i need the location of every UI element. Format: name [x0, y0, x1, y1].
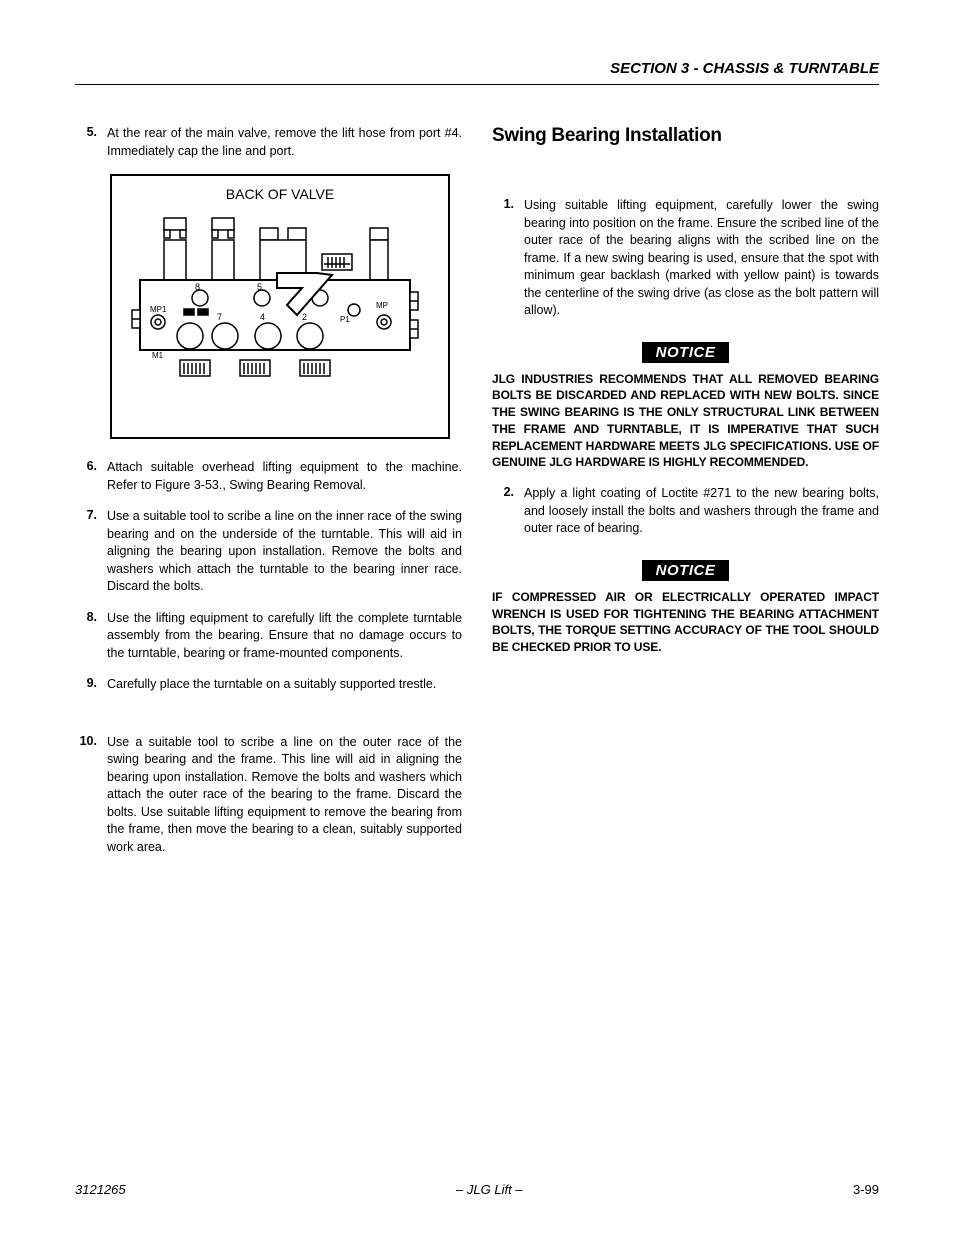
step-7: 7. Use a suitable tool to scribe a line …: [75, 508, 462, 596]
svg-text:7: 7: [217, 312, 222, 322]
right-column: Swing Bearing Installation 1. Using suit…: [492, 125, 879, 870]
notice-badge-1: NOTICE: [642, 342, 730, 363]
footer-page-number: 3-99: [853, 1182, 879, 1197]
install-steps-a: 1. Using suitable lifting equipment, car…: [492, 197, 879, 320]
install-step-1: 1. Using suitable lifting equipment, car…: [492, 197, 879, 320]
notice-1-wrap: NOTICE: [492, 334, 879, 371]
svg-text:4: 4: [260, 312, 265, 322]
footer-brand: – JLG Lift –: [456, 1182, 522, 1197]
svg-text:8: 8: [195, 282, 200, 292]
left-column: 5. At the rear of the main valve, remove…: [75, 125, 462, 870]
svg-text:M1: M1: [152, 351, 164, 360]
install-steps-b: 2. Apply a light coating of Loctite #271…: [492, 485, 879, 538]
step-8: 8. Use the lifting equipment to carefull…: [75, 610, 462, 663]
removal-steps-bottom: 6. Attach suitable overhead lifting equi…: [75, 459, 462, 856]
step-10: 10. Use a suitable tool to scribe a line…: [75, 734, 462, 857]
notice-1-text: JLG INDUSTRIES RECOMMENDS THAT ALL REMOV…: [492, 371, 879, 472]
installation-title: Swing Bearing Installation: [492, 125, 879, 147]
content-columns: 5. At the rear of the main valve, remove…: [75, 125, 879, 870]
svg-text:MP: MP: [376, 301, 388, 310]
footer-doc-number: 3121265: [75, 1182, 126, 1197]
notice-badge-2: NOTICE: [642, 560, 730, 581]
step-5: 5. At the rear of the main valve, remove…: [75, 125, 462, 160]
removal-steps-top: 5. At the rear of the main valve, remove…: [75, 125, 462, 160]
step-9: 9. Carefully place the turntable on a su…: [75, 676, 462, 694]
svg-text:2: 2: [302, 312, 307, 322]
valve-diagram-svg: 8 5 3 MP1 7 4: [122, 210, 438, 430]
svg-text:5: 5: [257, 282, 262, 292]
page-footer: 3121265 – JLG Lift – 3-99: [75, 1182, 879, 1197]
diagram-title: BACK OF VALVE: [122, 186, 438, 202]
valve-diagram: BACK OF VALVE: [110, 174, 450, 439]
svg-text:MP1: MP1: [150, 305, 167, 314]
section-label: SECTION 3 - CHASSIS & TURNTABLE: [610, 60, 879, 77]
page-header: SECTION 3 - CHASSIS & TURNTABLE: [75, 60, 879, 85]
step-6: 6. Attach suitable overhead lifting equi…: [75, 459, 462, 494]
install-step-2: 2. Apply a light coating of Loctite #271…: [492, 485, 879, 538]
notice-2-wrap: NOTICE: [492, 552, 879, 589]
notice-2-text: IF COMPRESSED AIR OR ELECTRICALLY OPERAT…: [492, 589, 879, 656]
svg-text:P1: P1: [340, 315, 350, 324]
